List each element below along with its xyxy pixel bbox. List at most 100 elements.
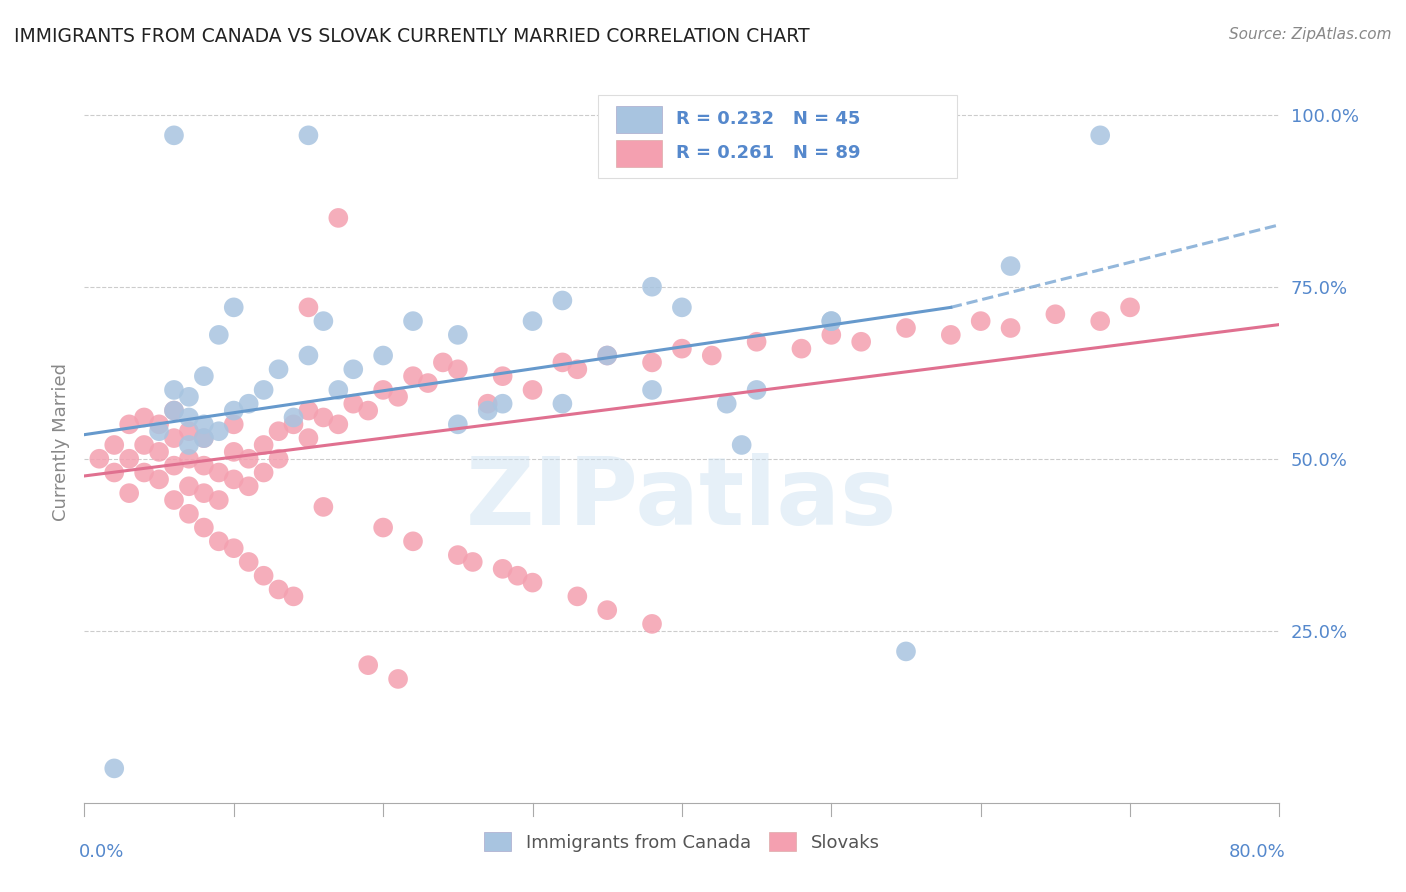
Point — [387, 672, 409, 686]
Point — [193, 417, 215, 432]
Point — [132, 466, 156, 480]
Point — [253, 568, 276, 582]
Point — [267, 582, 290, 597]
Y-axis label: Currently Married: Currently Married — [52, 362, 70, 521]
Point — [177, 424, 200, 438]
Point — [492, 397, 515, 411]
Bar — [616, 105, 662, 133]
Bar — [616, 139, 662, 167]
Point — [357, 658, 380, 673]
Point — [447, 327, 470, 342]
Point — [567, 362, 589, 376]
Point — [641, 279, 664, 293]
Point — [416, 376, 439, 390]
Text: 0.0%: 0.0% — [79, 843, 124, 861]
Point — [522, 383, 544, 397]
Point — [118, 417, 141, 432]
Point — [148, 445, 170, 459]
Point — [820, 327, 842, 342]
Point — [1000, 321, 1022, 335]
Point — [297, 431, 319, 445]
Point — [970, 314, 993, 328]
FancyBboxPatch shape — [599, 95, 957, 178]
Point — [357, 403, 380, 417]
Point — [447, 417, 470, 432]
Point — [894, 644, 917, 658]
Point — [222, 445, 245, 459]
Point — [312, 314, 335, 328]
Point — [297, 349, 319, 363]
Point — [267, 424, 290, 438]
Point — [894, 321, 917, 335]
Point — [551, 397, 574, 411]
Point — [163, 458, 186, 473]
Point — [132, 410, 156, 425]
Point — [342, 397, 364, 411]
Point — [402, 369, 425, 384]
Point — [148, 424, 170, 438]
Point — [387, 390, 409, 404]
Point — [641, 383, 664, 397]
Point — [253, 438, 276, 452]
Text: Source: ZipAtlas.com: Source: ZipAtlas.com — [1229, 27, 1392, 42]
Point — [283, 590, 305, 604]
Point — [238, 397, 260, 411]
Point — [432, 355, 454, 369]
Point — [222, 417, 245, 432]
Point — [731, 438, 754, 452]
Point — [551, 293, 574, 308]
Point — [1119, 301, 1142, 315]
Point — [89, 451, 111, 466]
Point — [820, 314, 842, 328]
Point — [297, 301, 319, 315]
Point — [103, 761, 125, 775]
Point — [373, 349, 395, 363]
Point — [596, 349, 619, 363]
Text: R = 0.232   N = 45: R = 0.232 N = 45 — [676, 111, 860, 128]
Point — [716, 397, 738, 411]
Point — [267, 451, 290, 466]
Point — [148, 472, 170, 486]
Point — [177, 479, 200, 493]
Point — [253, 466, 276, 480]
Text: ZIPatlas: ZIPatlas — [467, 453, 897, 545]
Point — [671, 301, 693, 315]
Point — [177, 410, 200, 425]
Point — [222, 403, 245, 417]
Point — [163, 431, 186, 445]
Text: 80.0%: 80.0% — [1229, 843, 1285, 861]
Point — [477, 397, 499, 411]
Text: R = 0.261   N = 89: R = 0.261 N = 89 — [676, 145, 860, 162]
Point — [177, 390, 200, 404]
Point — [641, 616, 664, 631]
Point — [208, 534, 231, 549]
Point — [1045, 307, 1067, 321]
Point — [551, 355, 574, 369]
Point — [447, 362, 470, 376]
Point — [163, 493, 186, 508]
Point — [373, 383, 395, 397]
Point — [208, 493, 231, 508]
Point — [492, 369, 515, 384]
Point — [402, 534, 425, 549]
Point — [851, 334, 873, 349]
Point — [208, 327, 231, 342]
Point — [312, 500, 335, 514]
Point — [253, 383, 276, 397]
Point — [641, 355, 664, 369]
Point — [1090, 128, 1112, 143]
Point — [596, 349, 619, 363]
Point — [132, 438, 156, 452]
Point — [267, 362, 290, 376]
Point — [118, 451, 141, 466]
Point — [238, 479, 260, 493]
Point — [163, 128, 186, 143]
Point — [402, 314, 425, 328]
Point — [177, 507, 200, 521]
Point — [700, 349, 723, 363]
Point — [193, 458, 215, 473]
Point — [1000, 259, 1022, 273]
Point — [297, 128, 319, 143]
Point — [118, 486, 141, 500]
Point — [283, 410, 305, 425]
